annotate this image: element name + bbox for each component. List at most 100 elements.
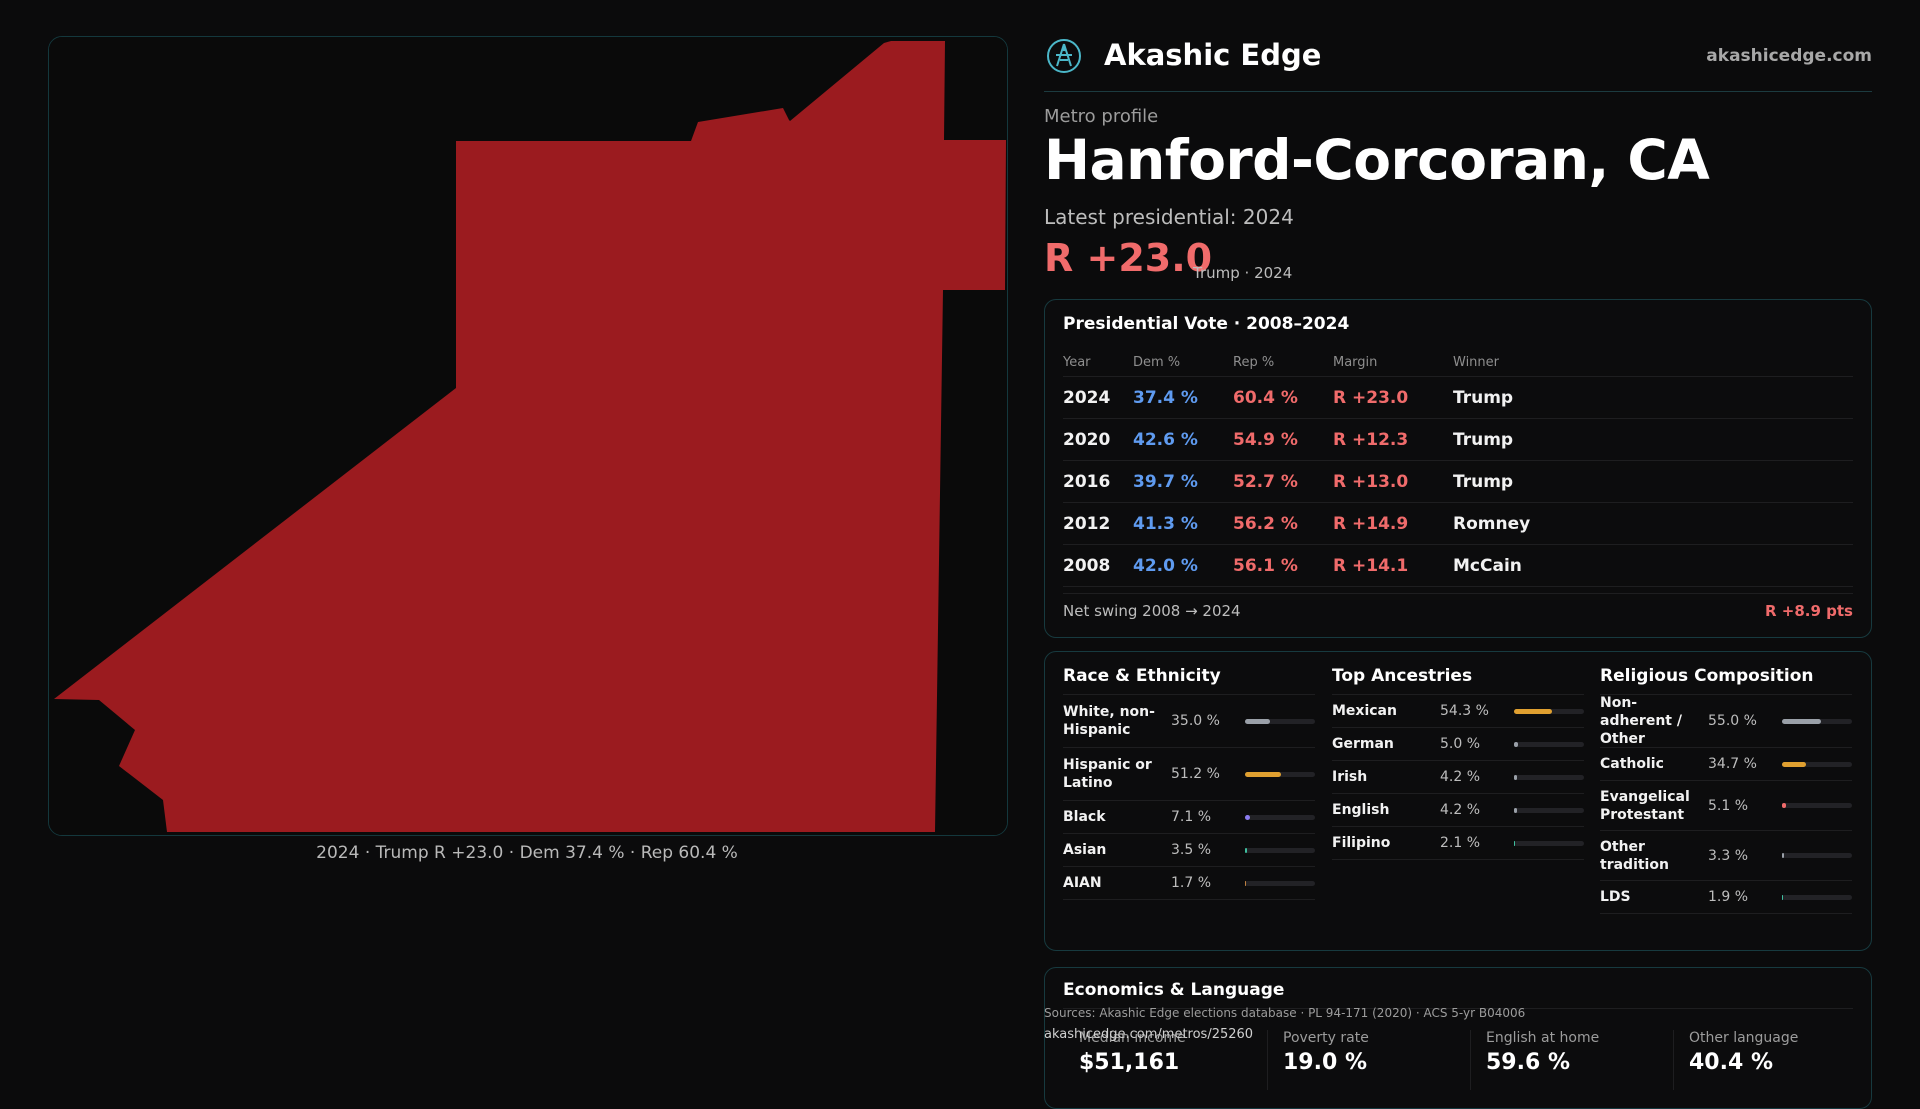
col-margin: Margin: [1333, 348, 1453, 377]
col-year: Year: [1063, 348, 1133, 377]
percent-bar: [1782, 761, 1852, 767]
race-list: White, non-Hispanic 35.0 % Hispanic or Lat…: [1063, 695, 1315, 900]
stat-separator: [1673, 1030, 1674, 1090]
percent-bar-fill: [1245, 718, 1270, 724]
item-label: Non-adherent / Other: [1600, 695, 1682, 747]
swing-divider: [1063, 593, 1853, 594]
percent-bar-fill: [1782, 718, 1821, 724]
county-shape-canvas: [49, 37, 1007, 835]
item-percent: 5.0 %: [1440, 736, 1481, 752]
item-label: Black: [1063, 809, 1106, 825]
item-label: Catholic: [1600, 756, 1664, 772]
sources-note: Sources: Akashic Edge elections database…: [1044, 1006, 1526, 1020]
rep-cell: 56.2 %: [1233, 502, 1333, 545]
list-item[interactable]: Evangelical Protestant 5.1 %: [1600, 781, 1852, 831]
map-caption: 2024 · Trump R +23.0 · Dem 37.4 % · Rep …: [316, 843, 738, 863]
year-cell: 2008: [1063, 544, 1133, 587]
percent-bar: [1514, 741, 1584, 747]
vote-table-header: Year Dem % Rep % Margin Winner: [1063, 348, 1853, 377]
percent-bar: [1514, 840, 1584, 846]
list-item[interactable]: LDS 1.9 %: [1600, 881, 1852, 914]
percent-bar-fill: [1514, 774, 1517, 780]
table-row[interactable]: 2008 42.0 % 56.1 % R +14.1 McCain: [1063, 544, 1853, 587]
list-item[interactable]: Catholic 34.7 %: [1600, 748, 1852, 781]
stat-label: Poverty rate: [1283, 1030, 1369, 1046]
percent-bar: [1782, 894, 1852, 900]
table-row[interactable]: 2020 42.6 % 54.9 % R +12.3 Trump: [1063, 418, 1853, 461]
winner-cell: Romney: [1453, 502, 1853, 545]
list-item[interactable]: Non-adherent / Other 55.0 %: [1600, 695, 1852, 748]
item-percent: 3.5 %: [1171, 842, 1212, 858]
list-item[interactable]: Asian 3.5 %: [1063, 834, 1315, 867]
percent-bar-fill: [1514, 840, 1516, 846]
margin-cell: R +14.1: [1333, 544, 1453, 587]
brand-site-link[interactable]: akashicedge.com: [1706, 46, 1872, 66]
item-percent: 55.0 %: [1708, 713, 1757, 729]
item-percent: 7.1 %: [1171, 809, 1212, 825]
religion-title: Religious Composition: [1600, 666, 1852, 695]
brand-name[interactable]: Akashic Edge: [1104, 38, 1322, 72]
vote-card-title: Presidential Vote · 2008–2024: [1063, 314, 1350, 334]
item-percent: 5.1 %: [1708, 797, 1749, 814]
list-item[interactable]: English 4.2 %: [1332, 794, 1584, 827]
table-row[interactable]: 2016 39.7 % 52.7 % R +13.0 Trump: [1063, 460, 1853, 503]
list-item[interactable]: Other tradition 3.3 %: [1600, 831, 1852, 881]
item-label: Evangelical Protestant: [1600, 788, 1690, 823]
year-cell: 2016: [1063, 460, 1133, 503]
list-item[interactable]: Mexican 54.3 %: [1332, 695, 1584, 728]
akashic-logo-icon: [1047, 39, 1081, 73]
metro-map[interactable]: [48, 36, 1008, 836]
latest-presidential-label: Latest presidential: 2024: [1044, 205, 1294, 229]
county-shape-fill[interactable]: [54, 41, 1006, 832]
metro-url-link[interactable]: akashicedge.com/metros/25260: [1044, 1027, 1254, 1042]
stat-value: 19.0 %: [1283, 1050, 1367, 1075]
religion-list: Non-adherent / Other 55.0 % Catholic 34.7 %…: [1600, 695, 1852, 914]
stat-label: Other language: [1689, 1030, 1799, 1046]
percent-bar-fill: [1514, 708, 1552, 714]
list-item[interactable]: AIAN 1.7 %: [1063, 867, 1315, 900]
rep-cell: 60.4 %: [1233, 376, 1333, 419]
item-label: Asian: [1063, 842, 1107, 858]
margin-cell: R +12.3: [1333, 418, 1453, 461]
item-percent: 35.0 %: [1171, 713, 1220, 729]
item-percent: 4.2 %: [1440, 769, 1481, 785]
percent-bar-fill: [1245, 847, 1248, 853]
margin-cell: R +14.9: [1333, 502, 1453, 545]
winner-cell: Trump: [1453, 460, 1853, 503]
rep-cell: 54.9 %: [1233, 418, 1333, 461]
list-item[interactable]: White, non-Hispanic 35.0 %: [1063, 695, 1315, 748]
percent-bar: [1245, 814, 1315, 820]
ancestry-list: Mexican 54.3 % German 5.0 % Irish 4.2 % Englis…: [1332, 695, 1584, 860]
percent-bar: [1514, 774, 1584, 780]
percent-bar-fill: [1514, 807, 1517, 813]
list-item[interactable]: German 5.0 %: [1332, 728, 1584, 761]
header-divider: [1044, 91, 1872, 92]
item-label: English: [1332, 802, 1390, 818]
item-percent: 1.7 %: [1171, 875, 1212, 891]
rep-cell: 52.7 %: [1233, 460, 1333, 503]
percent-bar: [1245, 771, 1315, 777]
demographics-card: Race & Ethnicity White, non-Hispanic 35.0…: [1044, 651, 1872, 951]
list-item[interactable]: Hispanic or Latino 51.2 %: [1063, 748, 1315, 801]
stat-label: Median income: [1079, 1030, 1186, 1046]
list-item[interactable]: Filipino 2.1 %: [1332, 827, 1584, 860]
col-winner: Winner: [1453, 348, 1853, 377]
item-percent: 1.9 %: [1708, 889, 1749, 905]
percent-bar: [1782, 853, 1852, 858]
percent-bar: [1514, 807, 1584, 813]
headline-margin-subtext: Trump · 2024: [1193, 264, 1293, 282]
page-kicker: Metro profile: [1044, 106, 1159, 127]
race-title: Race & Ethnicity: [1063, 666, 1315, 695]
percent-bar-fill: [1245, 814, 1250, 820]
item-label: White, non-Hispanic: [1063, 704, 1155, 738]
percent-bar-fill: [1782, 853, 1785, 858]
list-item[interactable]: Irish 4.2 %: [1332, 761, 1584, 794]
item-percent: 54.3 %: [1440, 703, 1489, 719]
other-language-stat: Other language 40.4 %: [1689, 1030, 1871, 1075]
top-ancestries-section: Top Ancestries Mexican 54.3 % German 5.0 % I…: [1332, 666, 1584, 860]
table-row[interactable]: 2024 37.4 % 60.4 % R +23.0 Trump: [1063, 376, 1853, 419]
stat-value: $51,161: [1079, 1050, 1180, 1075]
stat-label: English at home: [1486, 1030, 1600, 1046]
list-item[interactable]: Black 7.1 %: [1063, 801, 1315, 834]
table-row[interactable]: 2012 41.3 % 56.2 % R +14.9 Romney: [1063, 502, 1853, 545]
